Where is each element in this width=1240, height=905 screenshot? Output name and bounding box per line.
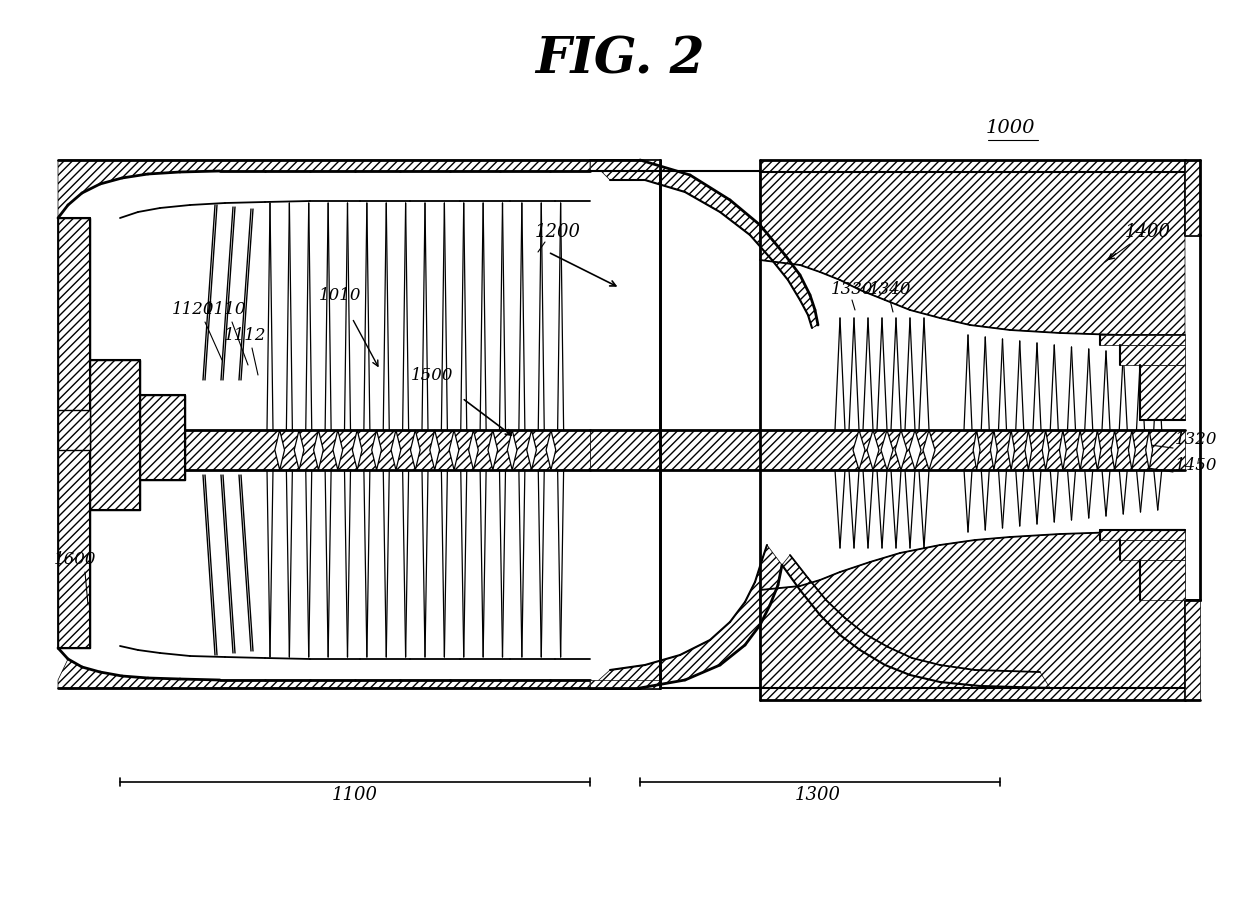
- Polygon shape: [590, 545, 782, 688]
- Polygon shape: [760, 160, 1185, 172]
- Polygon shape: [1042, 430, 1049, 470]
- Polygon shape: [1025, 430, 1032, 470]
- Text: 1330: 1330: [831, 281, 873, 299]
- Polygon shape: [1185, 160, 1200, 235]
- Polygon shape: [489, 430, 497, 470]
- Text: 1110: 1110: [203, 301, 247, 319]
- Polygon shape: [760, 172, 1185, 335]
- Polygon shape: [1094, 430, 1101, 470]
- Polygon shape: [91, 360, 140, 510]
- Polygon shape: [140, 395, 185, 480]
- Text: 1120: 1120: [172, 301, 215, 319]
- Polygon shape: [973, 430, 980, 470]
- Polygon shape: [1185, 600, 1200, 700]
- Polygon shape: [1128, 430, 1136, 470]
- Polygon shape: [1111, 430, 1118, 470]
- Polygon shape: [275, 430, 284, 470]
- Polygon shape: [867, 430, 879, 470]
- Polygon shape: [1076, 430, 1084, 470]
- Polygon shape: [527, 430, 537, 470]
- Polygon shape: [590, 680, 660, 688]
- Text: 1112: 1112: [223, 328, 267, 345]
- Polygon shape: [1100, 335, 1185, 345]
- Polygon shape: [590, 160, 818, 328]
- Polygon shape: [895, 430, 906, 470]
- Polygon shape: [909, 430, 921, 470]
- Polygon shape: [1120, 540, 1185, 560]
- Polygon shape: [372, 430, 382, 470]
- Polygon shape: [760, 532, 1185, 688]
- Polygon shape: [782, 555, 1050, 688]
- Text: FIG. 2: FIG. 2: [536, 35, 704, 84]
- Polygon shape: [507, 430, 517, 470]
- Polygon shape: [58, 410, 91, 450]
- Polygon shape: [334, 430, 342, 470]
- Text: 1000: 1000: [986, 119, 1034, 137]
- Text: 1450: 1450: [1176, 458, 1218, 474]
- Text: 1320: 1320: [1176, 432, 1218, 449]
- Polygon shape: [1146, 430, 1152, 470]
- Polygon shape: [1100, 530, 1185, 540]
- Polygon shape: [185, 430, 590, 470]
- Polygon shape: [991, 430, 997, 470]
- Polygon shape: [430, 430, 439, 470]
- Polygon shape: [880, 430, 893, 470]
- Polygon shape: [923, 430, 935, 470]
- Polygon shape: [1140, 560, 1185, 600]
- Polygon shape: [1008, 430, 1014, 470]
- Polygon shape: [469, 430, 479, 470]
- Text: 1500: 1500: [410, 367, 454, 385]
- Polygon shape: [58, 659, 590, 688]
- Text: 1600: 1600: [53, 551, 97, 568]
- Polygon shape: [853, 430, 866, 470]
- Text: 1300: 1300: [795, 786, 841, 804]
- Polygon shape: [58, 160, 590, 218]
- Polygon shape: [314, 430, 324, 470]
- Polygon shape: [391, 430, 401, 470]
- Polygon shape: [546, 430, 556, 470]
- Text: 1340: 1340: [869, 281, 911, 299]
- Polygon shape: [410, 430, 420, 470]
- Polygon shape: [1120, 345, 1185, 365]
- Polygon shape: [1140, 365, 1185, 420]
- Text: 1100: 1100: [332, 786, 378, 804]
- Polygon shape: [590, 430, 760, 470]
- Polygon shape: [590, 160, 660, 171]
- Text: 1200: 1200: [534, 223, 582, 241]
- Polygon shape: [760, 430, 1185, 470]
- Polygon shape: [294, 430, 304, 470]
- Polygon shape: [58, 218, 91, 648]
- Polygon shape: [449, 430, 459, 470]
- Polygon shape: [760, 688, 1185, 700]
- Polygon shape: [352, 430, 362, 470]
- Text: 1010: 1010: [319, 288, 361, 304]
- Text: 1400: 1400: [1125, 223, 1171, 241]
- Polygon shape: [1059, 430, 1066, 470]
